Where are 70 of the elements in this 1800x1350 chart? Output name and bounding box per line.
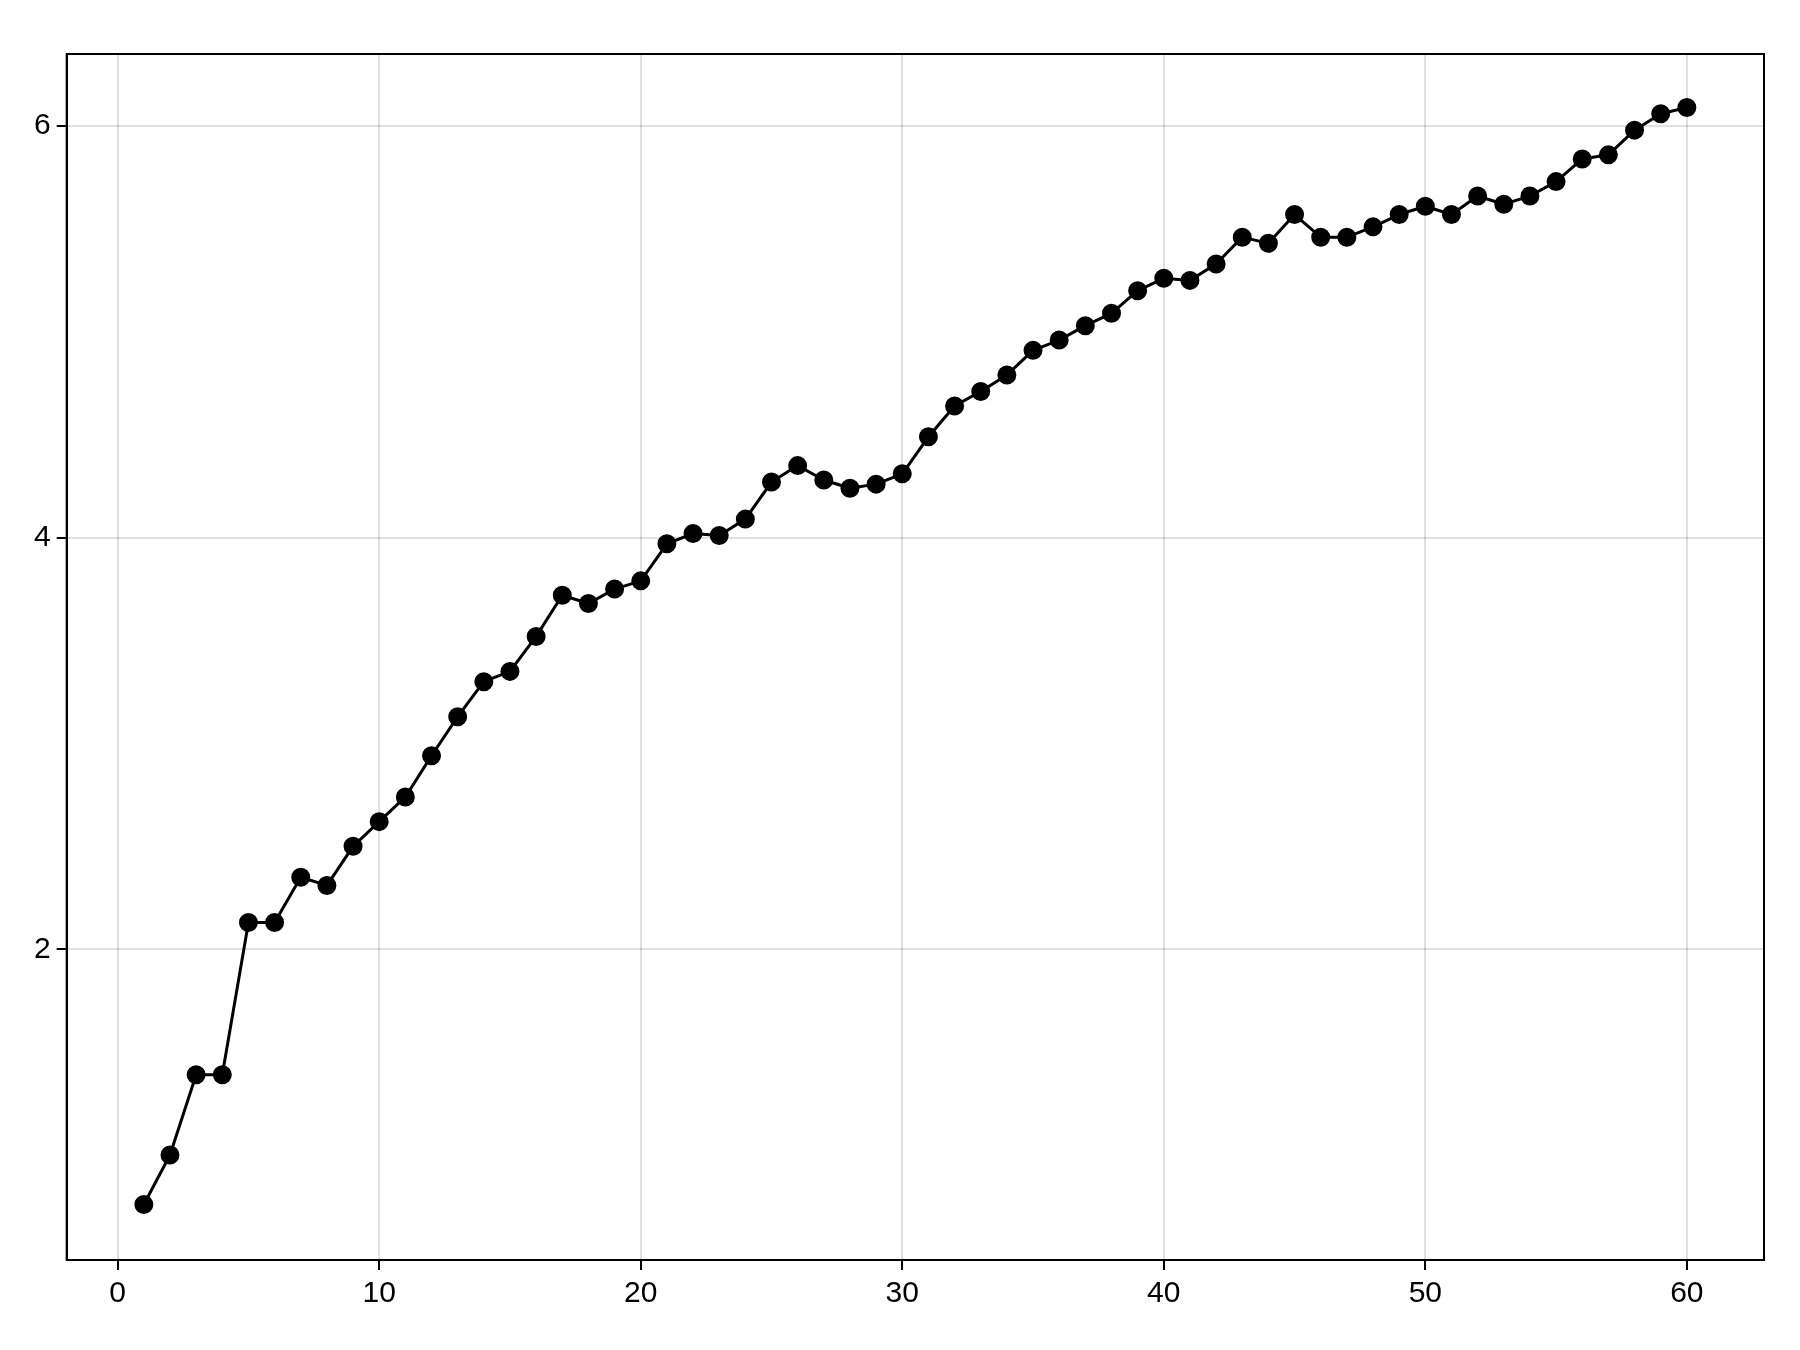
point (1258, 233, 1278, 253)
point (1154, 268, 1174, 288)
x-tick-label: 40 (1147, 1275, 1181, 1309)
y-tick-label: 4 (34, 518, 51, 552)
point (945, 396, 965, 416)
point (1572, 149, 1592, 169)
y-tick-label: 2 (34, 930, 51, 964)
point (291, 867, 311, 887)
point (578, 593, 598, 613)
point (1049, 330, 1069, 350)
point (212, 1065, 232, 1085)
point (1075, 316, 1095, 336)
point (1598, 145, 1618, 165)
point (160, 1145, 180, 1165)
point (762, 472, 781, 492)
point (709, 526, 729, 546)
point (1101, 303, 1121, 323)
point (997, 365, 1017, 385)
point (840, 478, 860, 498)
point (1285, 205, 1305, 225)
x-tick-label: 30 (885, 1275, 919, 1309)
x-tick-label: 60 (1670, 1275, 1704, 1309)
point (1415, 196, 1435, 216)
point (500, 661, 520, 681)
point (605, 579, 625, 599)
point (395, 787, 415, 807)
point (892, 464, 912, 484)
point (814, 470, 834, 490)
point (1337, 227, 1357, 247)
point (1128, 281, 1148, 301)
point (474, 672, 494, 692)
point (526, 626, 546, 646)
point (1441, 205, 1461, 225)
point (317, 875, 337, 895)
point (1311, 227, 1331, 247)
point (1232, 227, 1252, 247)
x-tick-label: 10 (362, 1275, 396, 1309)
point (918, 427, 938, 447)
point (1625, 120, 1645, 140)
point (422, 746, 442, 766)
point (1494, 194, 1514, 214)
point (1363, 217, 1383, 237)
point (369, 812, 389, 832)
point (1023, 340, 1043, 360)
point (448, 707, 468, 727)
point (186, 1065, 206, 1085)
point (788, 456, 808, 476)
point (552, 585, 572, 605)
point (1389, 205, 1409, 225)
point (1468, 186, 1488, 206)
point (735, 509, 755, 529)
point (657, 534, 677, 554)
point (1651, 104, 1671, 124)
point (1677, 98, 1697, 118)
y-tick-label: 6 (34, 107, 51, 141)
point (265, 912, 285, 932)
point (1546, 172, 1566, 192)
x-tick-label: 0 (109, 1275, 127, 1309)
point (238, 912, 258, 932)
point (343, 836, 363, 856)
point (971, 382, 991, 402)
point (1520, 186, 1540, 206)
point (631, 571, 651, 591)
point (683, 524, 703, 544)
point (1206, 254, 1226, 274)
point (134, 1194, 154, 1214)
x-tick-label: 20 (624, 1275, 658, 1309)
x-tick-label: 50 (1408, 1275, 1443, 1309)
point (866, 474, 886, 494)
point (1180, 270, 1200, 290)
